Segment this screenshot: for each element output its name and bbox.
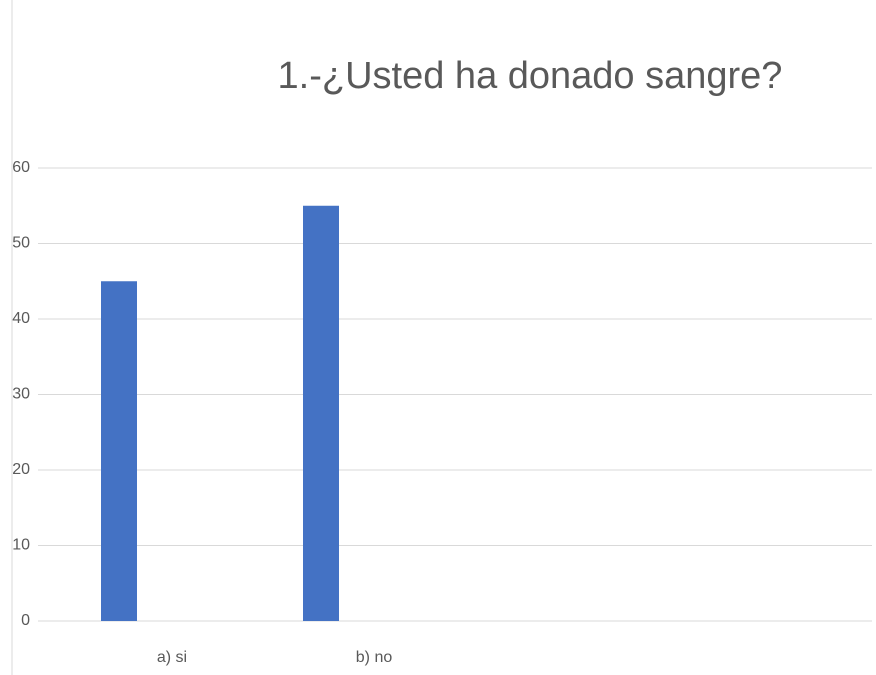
y-tick-label: 40 bbox=[12, 310, 30, 327]
x-tick-label: a) si bbox=[157, 649, 187, 666]
y-tick-label: 30 bbox=[12, 386, 30, 403]
y-tick-label: 10 bbox=[12, 537, 30, 554]
bar bbox=[303, 205, 339, 621]
y-tick-label: 0 bbox=[21, 612, 30, 629]
y-tick-label: 60 bbox=[12, 159, 30, 176]
y-tick-label: 20 bbox=[12, 461, 30, 478]
chart-title: 1.-¿Usted ha donado sangre? bbox=[278, 55, 783, 97]
x-tick-label: b) no bbox=[356, 649, 393, 666]
bar bbox=[101, 281, 137, 621]
y-tick-label: 50 bbox=[12, 235, 30, 252]
